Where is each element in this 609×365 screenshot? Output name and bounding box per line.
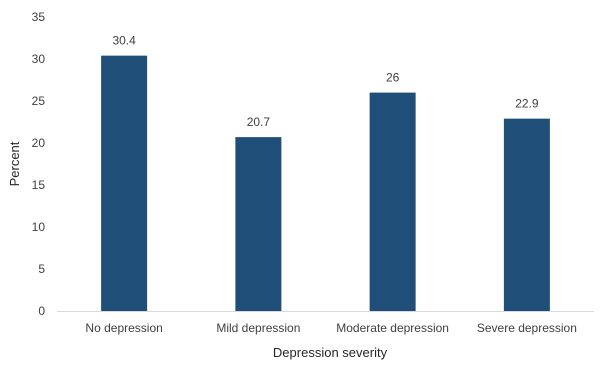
y-axis-title: Percent xyxy=(7,141,22,186)
y-tick-label: 5 xyxy=(38,262,45,276)
y-tick-label: 15 xyxy=(32,178,46,192)
x-tick-label: Moderate depression xyxy=(336,321,449,335)
y-tick-label: 25 xyxy=(32,94,46,108)
data-labels: 30.4 20.7 26 22.9 xyxy=(112,34,538,129)
y-tick-label: 35 xyxy=(32,10,46,24)
data-label: 22.9 xyxy=(515,97,539,111)
data-label: 26 xyxy=(386,71,400,85)
x-tick-label: Mild depression xyxy=(216,321,300,335)
bar xyxy=(503,118,550,311)
y-tick-label: 30 xyxy=(32,52,46,66)
bar xyxy=(235,137,282,311)
bar xyxy=(101,55,148,311)
data-label: 30.4 xyxy=(112,34,136,48)
x-axis-ticks: No depression Mild depression Moderate dep… xyxy=(85,321,576,335)
y-tick-label: 20 xyxy=(32,136,46,150)
y-tick-label: 10 xyxy=(32,220,46,234)
y-tick-label: 0 xyxy=(38,304,45,318)
bars xyxy=(101,55,550,311)
y-axis-ticks: 0 5 10 15 20 25 30 35 xyxy=(32,10,46,318)
x-tick-label: Severe depression xyxy=(477,321,577,335)
data-label: 20.7 xyxy=(247,115,271,129)
bar xyxy=(369,92,416,311)
x-tick-label: No depression xyxy=(85,321,162,335)
x-axis-title: Depression severity xyxy=(273,345,388,360)
